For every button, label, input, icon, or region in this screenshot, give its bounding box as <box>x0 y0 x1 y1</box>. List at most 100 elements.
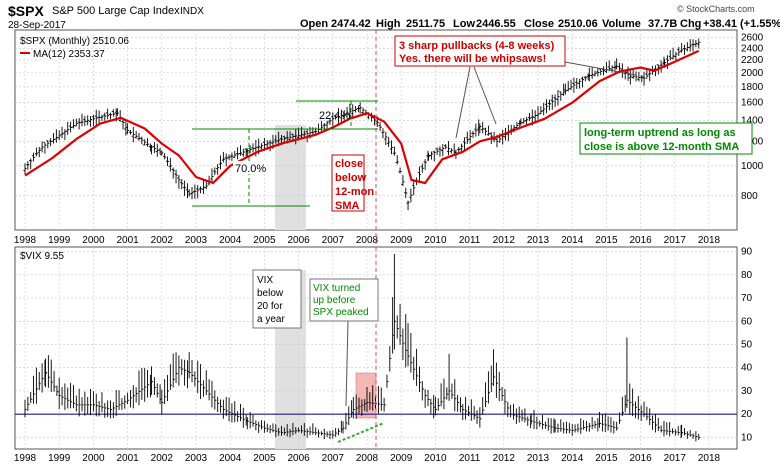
vix-y-tick-label: 80 <box>741 270 753 281</box>
spx-y-tick-label: 800 <box>741 191 758 202</box>
spx-x-tick-label: 2004 <box>219 235 242 246</box>
date: 28-Sep-2017 <box>8 20 66 31</box>
chg-label: Chg <box>680 18 701 30</box>
vix-x-tick-label: 2004 <box>219 453 242 464</box>
close-below-sma-text: close below 12-mon SMA <box>335 158 377 212</box>
vix-y-tick-label: 70 <box>741 293 753 304</box>
vix-turned-up-callout: VIX turned up before SPX peaked <box>309 278 385 443</box>
spx-panel-title: $SPX (Monthly) 2510.06 <box>20 36 129 47</box>
vix-x-tick-label: 2002 <box>151 453 174 464</box>
vix-turned-up-text: VIX turned up before SPX peaked <box>313 283 369 318</box>
pullback-arrow-2010 <box>455 66 471 139</box>
spx-y-tick-label: 1600 <box>741 98 764 109</box>
rally-70-label-bg <box>233 161 267 174</box>
spx-y-tick-label: 1000 <box>741 161 764 172</box>
spx-x-tick-label: 2007 <box>322 235 345 246</box>
spx-x-tick-label: 2011 <box>459 235 481 246</box>
spx-x-tick-label: 1999 <box>48 235 71 246</box>
uptrend-text: long-term uptrend as long as close is ab… <box>584 127 739 153</box>
spx-x-tick-label: 2013 <box>527 235 550 246</box>
uptrend-callout: long-term uptrend as long as close is ab… <box>579 122 753 155</box>
vix-x-tick-label: 2016 <box>629 453 652 464</box>
high-value: 2511.75 <box>406 18 445 30</box>
rally-70-label: 70.0% <box>235 163 266 175</box>
uptrend-box <box>579 122 753 155</box>
spx-x-tick-label: 2001 <box>116 235 139 246</box>
spx-x-tick-label: 2002 <box>151 235 174 246</box>
vix-x-tick-label: 2001 <box>116 453 139 464</box>
close-label: Close <box>524 18 554 30</box>
spx-x-tick-label: 2017 <box>664 235 687 246</box>
spx-annotation-70pct: 70.0% <box>192 128 378 207</box>
spx-x-tick-label: 2006 <box>287 235 310 246</box>
vix-x-tick-label: 1998 <box>14 453 37 464</box>
vix-x-tick-label: 2010 <box>424 453 447 464</box>
spx-x-tick-label: 2016 <box>629 235 652 246</box>
spx-x-tick-label: 2009 <box>390 235 413 246</box>
spx-x-tick-label: 2005 <box>253 235 276 246</box>
vix-x-tick-label: 2018 <box>698 453 721 464</box>
vix-y-tick-label: 30 <box>741 386 753 397</box>
pullbacks-box <box>394 35 566 67</box>
spx-x-tick-label: 2008 <box>356 235 379 246</box>
vix-x-tick-label: 2006 <box>287 453 310 464</box>
volume-label: Volume <box>602 18 641 30</box>
vix-x-tick-label: 2015 <box>595 453 618 464</box>
chg-value: +38.41 (+1.55%) <box>703 18 780 30</box>
open-value: 2474.42 <box>331 18 371 30</box>
vix-below-20-box <box>252 269 302 329</box>
vix-y-tick-label: 20 <box>741 409 753 420</box>
spx-x-tick-label: 2010 <box>424 235 447 246</box>
vix-y-tick-label: 60 <box>741 316 753 327</box>
pullback-arrow-2011 <box>473 66 497 125</box>
vix-x-tick-label: 2005 <box>253 453 276 464</box>
vix-x-tick-label: 2014 <box>561 453 584 464</box>
spx-x-tick-label: 2018 <box>698 235 721 246</box>
vix-y-tick-label: 10 <box>741 432 753 443</box>
vix-x-tick-label: 2009 <box>390 453 413 464</box>
pullback-arrow-2015 <box>564 61 637 76</box>
close-value: 2510.06 <box>558 18 598 30</box>
spx-y-tick-label: 1800 <box>741 82 764 93</box>
spx-y-tick-label: 2000 <box>741 68 764 79</box>
spx-y-tick-label: 2200 <box>741 55 764 66</box>
vix-x-tick-label: 2007 <box>322 453 345 464</box>
spx-shade-2005 <box>275 125 306 230</box>
spx-x-tick-label: 2003 <box>185 235 208 246</box>
high-label: High <box>376 18 401 30</box>
vix-x-tick-label: 1999 <box>48 453 71 464</box>
vix-x-tick-label: 2003 <box>185 453 208 464</box>
spx-x-tick-label: 2015 <box>595 235 618 246</box>
spx-x-tick-label: 1998 <box>14 235 37 246</box>
vix-x-tick-label: 2017 <box>664 453 687 464</box>
spx-x-tick-label: 2014 <box>561 235 584 246</box>
sma-legend-label: MA(12) 2353.37 <box>33 49 105 60</box>
vix-y-tick-label: 90 <box>741 247 753 258</box>
vix-below-20-text: VIX below 20 for a year <box>257 275 286 325</box>
vix-x-tick-label: 2008 <box>356 453 379 464</box>
open-label: Open <box>300 18 328 30</box>
vix-x-tick-label: 2011 <box>459 453 481 464</box>
watermark: © StockCharts.com <box>677 4 755 14</box>
spx-annotation-22pct: 22.4% <box>296 100 378 129</box>
vix-x-tick-label: 2012 <box>493 453 516 464</box>
close-below-sma-callout: close below 12-mon SMA <box>331 154 377 212</box>
close-below-sma-box <box>331 154 365 212</box>
vix-y-tick-label: 50 <box>741 340 753 351</box>
pullbacks-callout: 3 sharp pullbacks (4-8 weeks) Yes. there… <box>394 35 637 139</box>
vix-panel-title: $VIX 9.55 <box>20 251 64 262</box>
vix-turned-up-pointer <box>345 320 349 407</box>
vix-x-tick-label: 2000 <box>82 453 105 464</box>
spx-x-tick-label: 2000 <box>82 235 105 246</box>
security-name: S&P 500 Large Cap Index <box>52 5 180 17</box>
vix-y-tick-label: 40 <box>741 363 753 374</box>
data-layer <box>15 38 737 442</box>
spx-y-tick-label: 1400 <box>741 116 764 127</box>
vix-rising-trendline <box>337 422 385 443</box>
exchange: INDX <box>180 6 204 17</box>
low-value: 2446.55 <box>476 18 516 30</box>
pullbacks-text: 3 sharp pullbacks (4-8 weeks) Yes. there… <box>399 40 557 65</box>
